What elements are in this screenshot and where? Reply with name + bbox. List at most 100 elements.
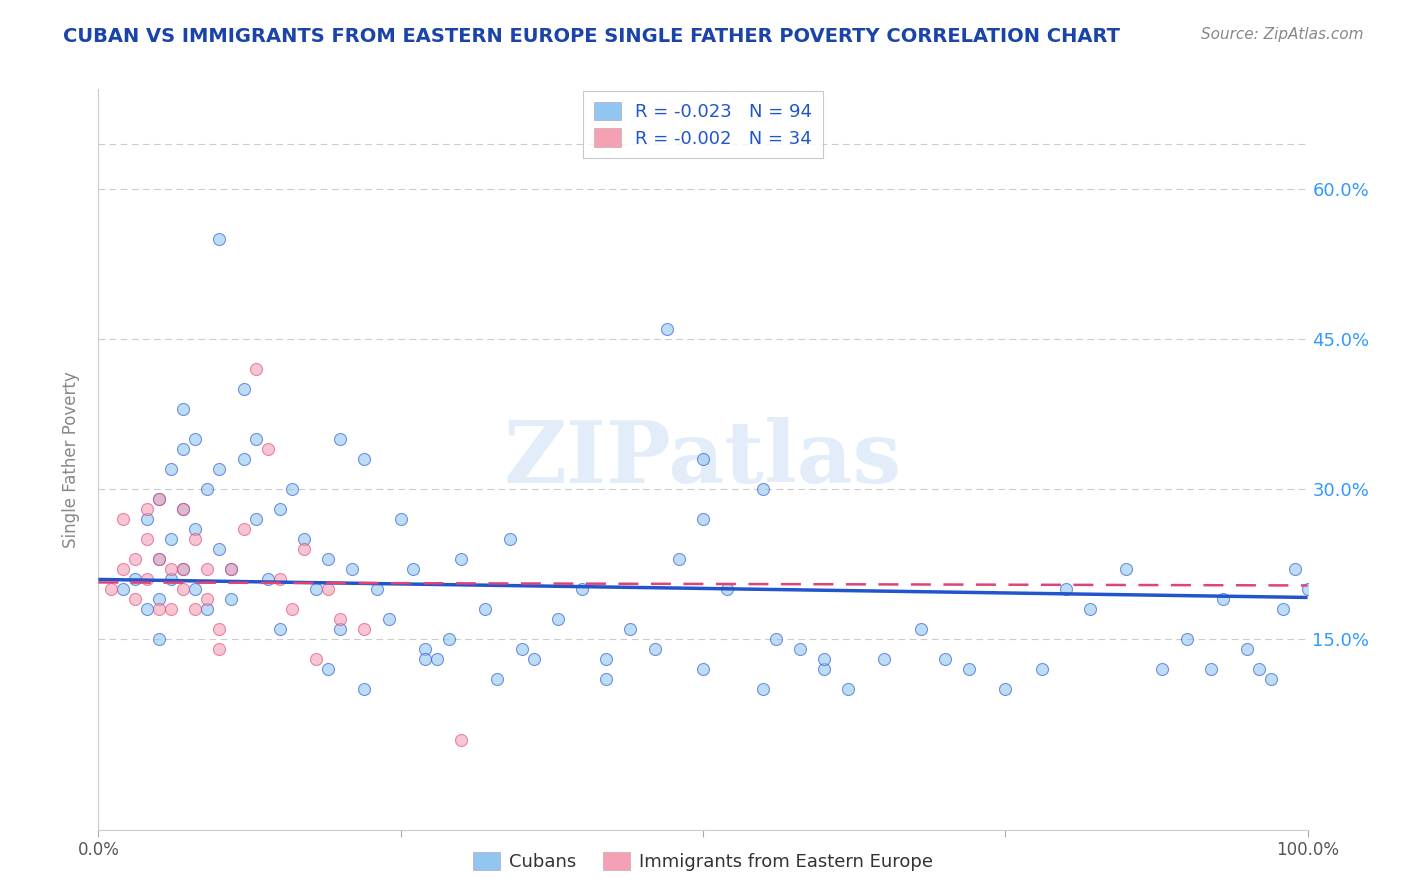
Point (692, 512, 714, 526)
Point (208, 542, 231, 557)
Point (1249, 663, 1271, 677)
Point (148, 492, 170, 507)
Point (305, 582, 328, 597)
Point (208, 623, 231, 637)
Point (366, 582, 388, 597)
Point (172, 502, 194, 516)
Point (437, 632, 460, 647)
Point (813, 652, 835, 666)
Point (510, 642, 533, 657)
Point (1260, 673, 1282, 687)
Point (232, 452, 254, 467)
Point (292, 533, 315, 547)
Point (789, 642, 811, 657)
Point (765, 632, 787, 647)
Point (195, 562, 218, 576)
Point (595, 652, 617, 666)
Point (1115, 562, 1137, 576)
Point (135, 533, 157, 547)
Point (148, 602, 170, 616)
Point (619, 623, 641, 637)
Point (148, 552, 170, 566)
Text: ZIPatlas: ZIPatlas (503, 417, 903, 501)
Point (957, 663, 980, 677)
Point (329, 612, 352, 626)
Y-axis label: Single Father Poverty: Single Father Poverty (62, 371, 80, 548)
Point (184, 523, 207, 537)
Point (873, 652, 896, 666)
Point (184, 602, 207, 616)
Point (160, 573, 183, 587)
Point (934, 652, 956, 666)
Point (1296, 582, 1319, 597)
Point (837, 682, 859, 697)
Point (232, 382, 254, 396)
Point (413, 652, 436, 666)
Point (135, 602, 157, 616)
Point (292, 542, 315, 557)
Point (172, 502, 194, 516)
Point (547, 612, 569, 626)
Point (208, 232, 231, 246)
Point (716, 582, 738, 597)
Point (752, 483, 775, 497)
Legend: R = -0.023   N = 94, R = -0.002   N = 34: R = -0.023 N = 94, R = -0.002 N = 34 (583, 91, 823, 159)
Point (135, 512, 157, 526)
Point (221, 562, 243, 576)
Point (1078, 602, 1101, 616)
Point (195, 592, 218, 607)
Point (111, 512, 134, 526)
Point (413, 642, 436, 657)
Point (450, 732, 472, 747)
Point (281, 602, 304, 616)
Point (1212, 592, 1234, 607)
Point (256, 573, 278, 587)
Point (100, 582, 122, 597)
Point (184, 533, 207, 547)
Point (389, 512, 412, 526)
Point (195, 483, 218, 497)
Point (160, 562, 183, 576)
Point (1272, 602, 1295, 616)
Point (172, 562, 194, 576)
Point (1152, 663, 1174, 677)
Point (316, 552, 339, 566)
Point (256, 442, 278, 457)
Point (269, 623, 291, 637)
Point (245, 362, 267, 376)
Point (160, 462, 183, 476)
Point (329, 623, 352, 637)
Point (195, 602, 218, 616)
Text: Source: ZipAtlas.com: Source: ZipAtlas.com (1201, 27, 1364, 42)
Point (377, 612, 399, 626)
Point (692, 663, 714, 677)
Text: CUBAN VS IMMIGRANTS FROM EASTERN EUROPE SINGLE FATHER POVERTY CORRELATION CHART: CUBAN VS IMMIGRANTS FROM EASTERN EUROPE … (63, 27, 1121, 45)
Point (124, 552, 146, 566)
Point (655, 322, 678, 336)
Point (994, 682, 1017, 697)
Point (752, 682, 775, 697)
Point (668, 552, 690, 566)
Point (111, 582, 134, 597)
Point (342, 562, 364, 576)
Point (1199, 663, 1222, 677)
Point (135, 573, 157, 587)
Point (184, 433, 207, 447)
Point (692, 452, 714, 467)
Point (124, 573, 146, 587)
Point (269, 502, 291, 516)
Point (305, 652, 328, 666)
Point (245, 433, 267, 447)
Point (644, 642, 666, 657)
Point (148, 492, 170, 507)
Point (184, 582, 207, 597)
Point (172, 562, 194, 576)
Point (208, 642, 231, 657)
Point (148, 552, 170, 566)
Point (1284, 562, 1306, 576)
Point (571, 582, 593, 597)
Point (281, 483, 304, 497)
Point (426, 652, 449, 666)
Point (1031, 663, 1053, 677)
Point (316, 582, 339, 597)
